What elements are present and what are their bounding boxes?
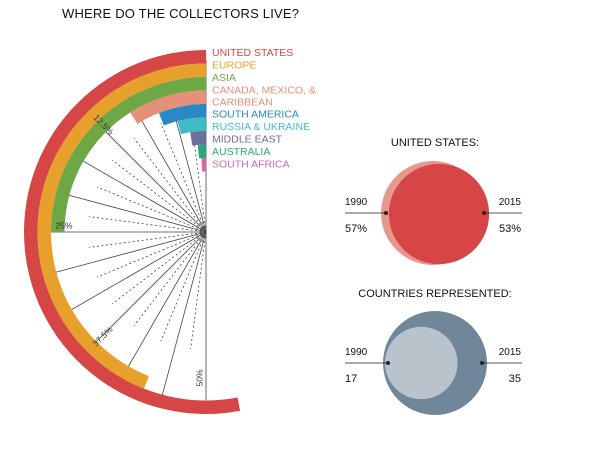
bar-south-africa: [201, 158, 206, 172]
grid-line: [42, 187, 207, 233]
year-left: 1990: [345, 197, 368, 208]
circle-2015: [388, 163, 490, 265]
grid-line: [59, 231, 207, 317]
leader-right-dot: [480, 361, 484, 365]
grid-line: [59, 147, 207, 233]
legend-russia-ukraine: RUSSIA & UKRAINE: [212, 121, 310, 133]
value-right: 35: [509, 373, 521, 385]
tick-label-37-5: 37.5%: [91, 324, 115, 348]
year-right: 2015: [499, 347, 522, 358]
bar-australia: [197, 144, 206, 159]
grid-line: [133, 138, 207, 233]
panel-title: COUNTRIES REPRESENTED:: [358, 288, 511, 300]
grid-line: [86, 112, 207, 233]
grid-line: [42, 231, 207, 277]
grid-line: [86, 231, 207, 352]
tick-label-50: 50%: [194, 369, 204, 386]
year-left: 1990: [345, 347, 368, 358]
us-share-comparison: UNITED STATES: 1990 57% 2015 53%: [345, 137, 522, 265]
grid-line: [133, 231, 207, 326]
grid-line: [121, 231, 207, 379]
bar-russia-ukraine: [177, 117, 206, 135]
year-right: 2015: [499, 197, 522, 208]
leader-left-dot: [384, 211, 388, 215]
legend-south-africa: SOUTH AFRICA: [212, 159, 290, 171]
legend-canada-mexico-caribbean: CANADA, MEXICO, & CARIBBEAN: [212, 85, 316, 109]
grid-line: [96, 186, 207, 233]
circle-1990: [385, 326, 458, 400]
bar-asia: [51, 77, 206, 232]
legend-middle-east: MIDDLE EAST: [212, 134, 283, 146]
grid-line: [190, 114, 207, 233]
grid-line: [88, 216, 207, 233]
tick-label-25: 25%: [55, 220, 72, 230]
legend-asia: ASIA: [212, 72, 236, 84]
grid-line: [160, 231, 207, 342]
value-left: 17: [345, 373, 357, 385]
grid-line: [190, 231, 207, 350]
panel-title: UNITED STATES:: [391, 137, 479, 149]
chart-title: WHERE DO THE COLLECTORS LIVE?: [62, 6, 300, 21]
legend-australia: AUSTRALIA: [212, 146, 270, 158]
leader-right-dot: [482, 211, 487, 215]
legend-united-states: UNITED STATES: [212, 47, 293, 59]
legend-europe: EUROPE: [212, 60, 256, 72]
grid-line: [160, 122, 207, 233]
grid-line: [112, 159, 207, 233]
bar-south-america: [158, 104, 206, 126]
grid-line: [96, 231, 207, 278]
bar-canada-mexico-caribbean: [130, 90, 206, 124]
grid-line: [161, 231, 207, 396]
legend-south-america: SOUTH AMERICA: [212, 109, 299, 121]
countries-comparison: COUNTRIES REPRESENTED: 1990 17 2015 35: [345, 288, 522, 415]
bar-middle-east: [190, 131, 206, 146]
grid-line: [112, 231, 207, 305]
value-left: 57%: [345, 223, 367, 235]
leader-left-dot: [386, 361, 390, 365]
value-right: 53%: [499, 223, 521, 235]
grid-line: [88, 231, 207, 248]
radial-bar-chart: 12.5%25%37.5%50%: [24, 50, 241, 415]
